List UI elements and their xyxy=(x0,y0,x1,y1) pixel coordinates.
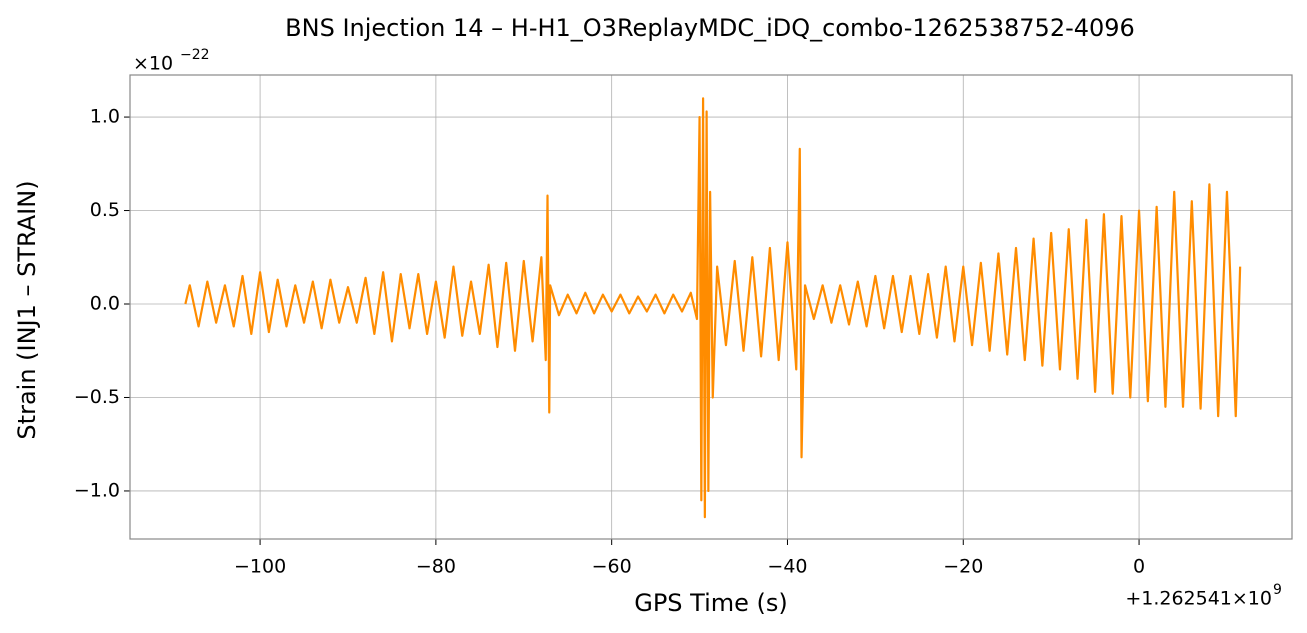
plot-frame xyxy=(129,74,1293,540)
strain-line xyxy=(184,97,1242,519)
y-tick-label: −1.0 xyxy=(74,479,120,501)
y-offset-label: ×10 xyxy=(133,53,173,75)
x-tick-label: −80 xyxy=(416,556,456,578)
x-tick-label: −60 xyxy=(592,556,632,578)
x-tick-label: 0 xyxy=(1133,556,1145,578)
y-tick-label: 0.5 xyxy=(90,199,120,221)
y-tick-label: 1.0 xyxy=(90,106,120,128)
chart-title: BNS Injection 14 – H-H1_O3ReplayMDC_iDQ_… xyxy=(285,14,1135,42)
x-tick-label: −100 xyxy=(234,556,286,578)
y-offset-exponent: −22 xyxy=(180,47,210,63)
y-tick-label: 0.0 xyxy=(90,293,120,315)
y-tick-label: −0.5 xyxy=(74,386,120,408)
x-axis-label: GPS Time (s) xyxy=(634,589,788,617)
y-axis-label: Strain (INJ1 – STRAIN) xyxy=(13,180,41,439)
x-tick-label: −40 xyxy=(767,556,807,578)
x-tick-label: −20 xyxy=(943,556,983,578)
x-offset-label: +1.262541×10 xyxy=(1125,588,1272,610)
x-offset-exponent: 9 xyxy=(1273,582,1282,598)
